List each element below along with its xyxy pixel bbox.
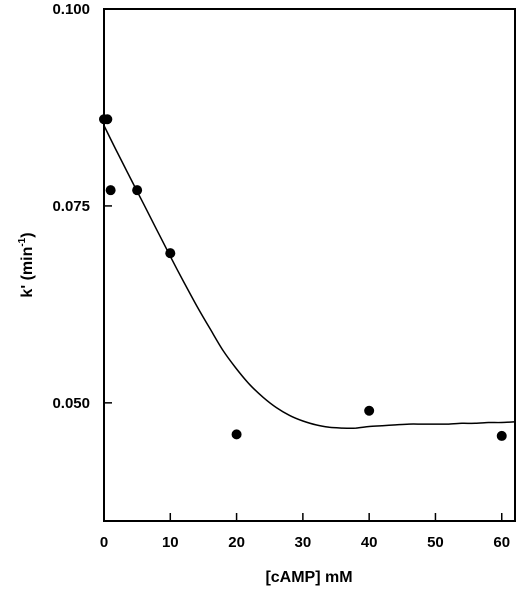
- y-axis-title-sup: -1: [17, 237, 28, 246]
- tick-labels: 0 10 20 30 40 50 60 0.050 0.075 0.100: [52, 1, 510, 551]
- plot-frame: [103, 8, 516, 522]
- y-axis-title-main: k' (min: [19, 247, 36, 298]
- x-tick-label: 60: [493, 534, 510, 551]
- fit-curve: [103, 125, 516, 429]
- y-tick-label: 0.100: [52, 1, 90, 18]
- data-point: [364, 405, 375, 416]
- x-axis-title: [cAMP] mM: [265, 569, 352, 586]
- y-axis-title: k' (min-1): [17, 232, 36, 297]
- data-point: [132, 185, 143, 196]
- data-point: [496, 430, 507, 441]
- x-tick-label: 50: [427, 534, 444, 551]
- data-point: [231, 429, 242, 440]
- x-tick-label: 10: [162, 534, 179, 551]
- x-tick-label: 40: [361, 534, 378, 551]
- data-point: [102, 114, 113, 125]
- y-axis-title-close: ): [19, 232, 36, 237]
- data-point: [105, 185, 116, 196]
- data-point: [165, 248, 176, 259]
- data-points: [99, 114, 507, 441]
- y-tick-label: 0.075: [52, 198, 90, 215]
- ticks: [103, 8, 503, 521]
- x-tick-label: 0: [100, 534, 108, 551]
- x-tick-label: 30: [295, 534, 312, 551]
- x-tick-label: 20: [228, 534, 245, 551]
- y-tick-label: 0.050: [52, 395, 90, 412]
